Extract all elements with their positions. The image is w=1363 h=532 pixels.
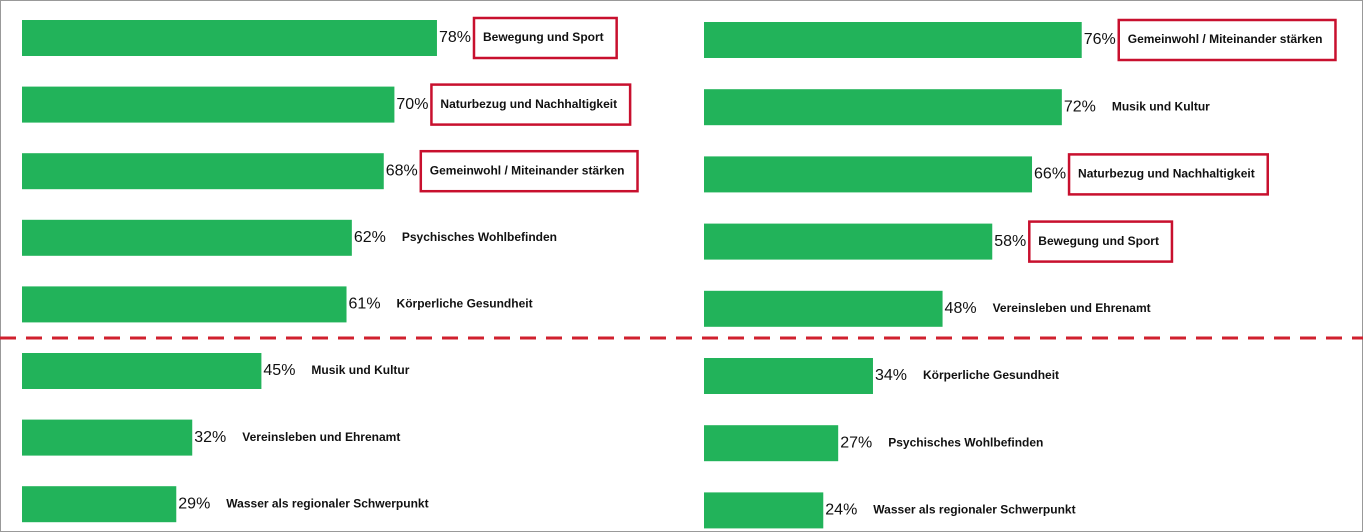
bar — [704, 290, 943, 327]
bar — [22, 20, 437, 56]
highlight-box — [1028, 220, 1174, 263]
bar — [22, 153, 384, 190]
category-label: Vereinsleben und Ehrenamt — [242, 430, 400, 444]
category-label: Naturbezug und Nachhaltigkeit — [1078, 167, 1255, 181]
bar — [22, 219, 352, 256]
value-label: 66% — [1034, 166, 1066, 183]
bar — [22, 486, 177, 523]
category-label: Gemeinwohl / Miteinander stärken — [1128, 32, 1323, 46]
bar — [22, 86, 395, 123]
category-label: Wasser als regionaler Schwerpunkt — [226, 496, 428, 510]
category-label: Musik und Kultur — [1112, 99, 1210, 113]
category-label: Naturbezug und Nachhaltigkeit — [440, 97, 617, 111]
value-label: 24% — [825, 502, 857, 519]
highlight-box — [472, 16, 618, 60]
value-label: 29% — [178, 495, 210, 512]
value-label: 34% — [875, 367, 907, 384]
bar — [704, 223, 993, 260]
value-label: 32% — [194, 429, 226, 446]
category-label: Psychisches Wohlbefinden — [402, 230, 557, 244]
bar — [704, 425, 839, 462]
value-label: 78% — [439, 29, 471, 46]
value-label: 76% — [1084, 31, 1116, 48]
category-label: Psychisches Wohlbefinden — [888, 435, 1043, 449]
bar — [704, 89, 1062, 126]
value-label: 27% — [840, 434, 872, 451]
category-label: Körperliche Gesundheit — [923, 368, 1059, 382]
bar — [704, 156, 1033, 193]
category-label: Gemeinwohl / Miteinander stärken — [430, 163, 625, 177]
highlight-box — [430, 83, 632, 126]
value-label: 72% — [1064, 98, 1096, 115]
bar — [22, 353, 262, 389]
value-label: 48% — [945, 300, 977, 317]
value-label: 61% — [349, 296, 381, 313]
bar — [22, 286, 347, 323]
bar — [22, 419, 193, 456]
bar — [704, 492, 824, 529]
bar — [704, 358, 873, 394]
highlight-box — [419, 149, 639, 193]
category-label: Vereinsleben und Ehrenamt — [993, 301, 1151, 315]
category-label: Musik und Kultur — [311, 363, 409, 377]
category-label: Wasser als regionaler Schwerpunkt — [873, 503, 1075, 517]
value-label: 58% — [994, 233, 1026, 250]
category-label: Körperliche Gesundheit — [397, 297, 533, 311]
value-label: 68% — [386, 162, 418, 179]
category-label: Bewegung und Sport — [1038, 234, 1159, 248]
category-label: Bewegung und Sport — [483, 30, 604, 44]
highlight-box — [1117, 18, 1337, 62]
highlight-box — [1067, 153, 1269, 196]
value-label: 45% — [263, 362, 295, 379]
value-label: 70% — [396, 96, 428, 113]
value-label: 62% — [354, 229, 386, 246]
bar — [704, 22, 1082, 58]
